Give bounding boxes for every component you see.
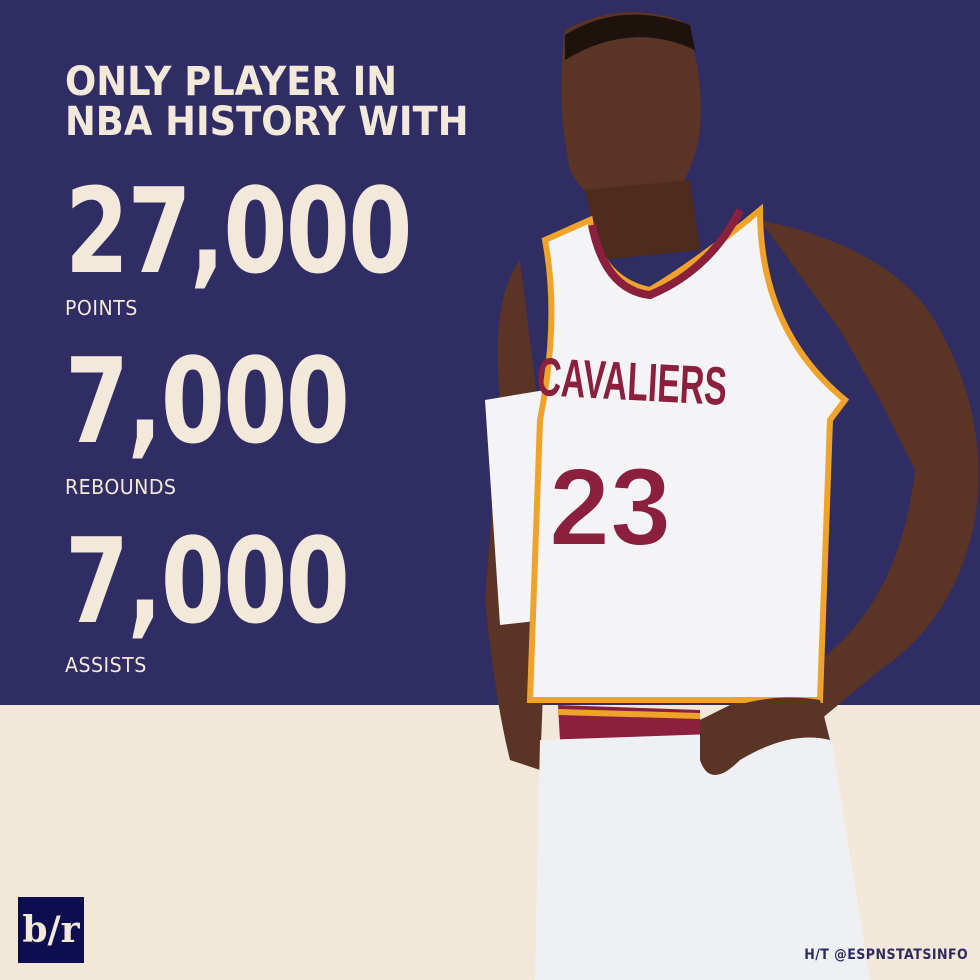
jersey xyxy=(526,203,850,703)
source-credit: H/T @ESPNSTATSINFO xyxy=(804,947,968,963)
waistband-stripe xyxy=(557,709,701,719)
shorts xyxy=(535,730,870,980)
headline-line-1: ONLY PLAYER IN xyxy=(65,59,398,105)
neck xyxy=(585,180,700,260)
right-hand xyxy=(700,697,830,775)
logo-text: b/r xyxy=(22,909,80,951)
hair xyxy=(565,14,695,60)
arm-sleeve xyxy=(485,390,545,625)
jersey-team-name: CAVALIERS xyxy=(535,347,728,417)
stat-points-label: POINTS xyxy=(65,296,138,320)
stat-points-value: 27,000 xyxy=(65,162,412,300)
stat-rebounds-label: REBOUNDS xyxy=(65,475,177,499)
headline-line-2: NBA HISTORY WITH xyxy=(65,99,469,145)
right-arm xyxy=(700,220,979,790)
jersey-number: 23 xyxy=(549,446,671,569)
bleacher-report-logo: b/r xyxy=(18,897,84,963)
stat-assists-label: ASSISTS xyxy=(65,653,147,677)
stat-rebounds-value: 7,000 xyxy=(65,332,350,470)
jersey-collar xyxy=(588,208,744,300)
head xyxy=(561,12,701,215)
headline: ONLY PLAYER IN NBA HISTORY WITH xyxy=(65,62,468,142)
player-photo: CAVALIERS 23 xyxy=(485,12,979,980)
stat-assists-value: 7,000 xyxy=(65,512,350,650)
